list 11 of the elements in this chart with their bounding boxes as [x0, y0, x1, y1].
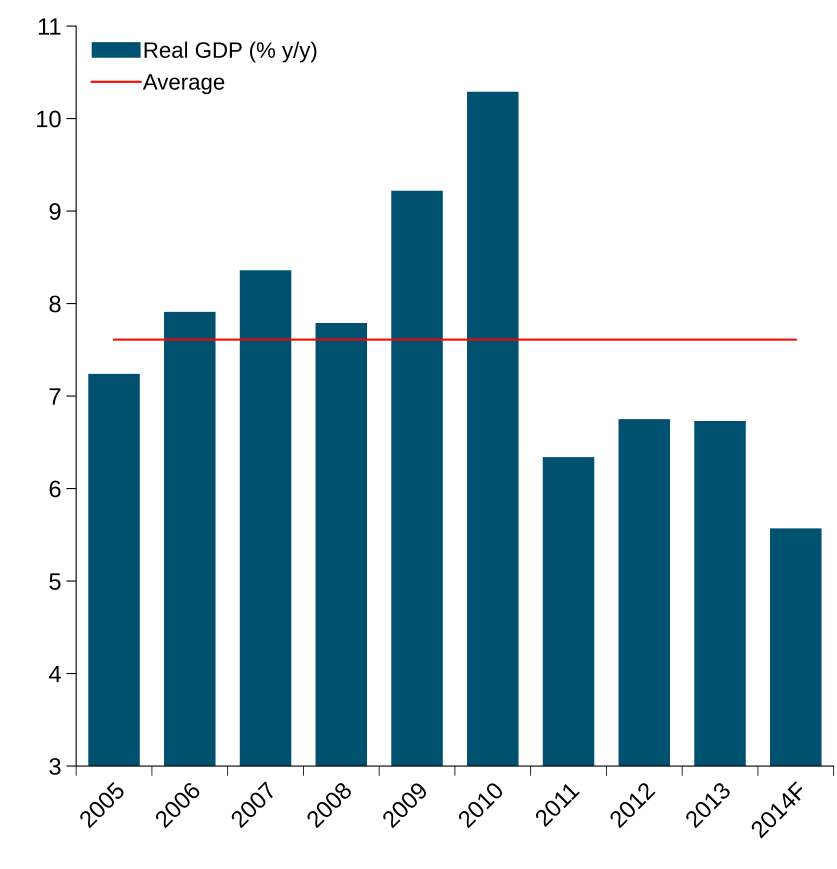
y-tick-label: 6: [50, 480, 61, 498]
y-tick-label: 4: [48, 666, 61, 682]
y-tick-label: 10: [37, 110, 61, 128]
y-tick-label: 8: [49, 296, 61, 312]
y-tick-label: 7: [50, 388, 60, 405]
y-tick-label: 9: [50, 203, 60, 220]
y-tick-label: 5: [49, 573, 61, 590]
y-tick-label: 11: [38, 18, 60, 35]
legend-label: Real GDP (% y/y): [144, 42, 316, 62]
y-tick-label: 3: [49, 758, 61, 775]
legend-label: Average: [142, 74, 224, 94]
